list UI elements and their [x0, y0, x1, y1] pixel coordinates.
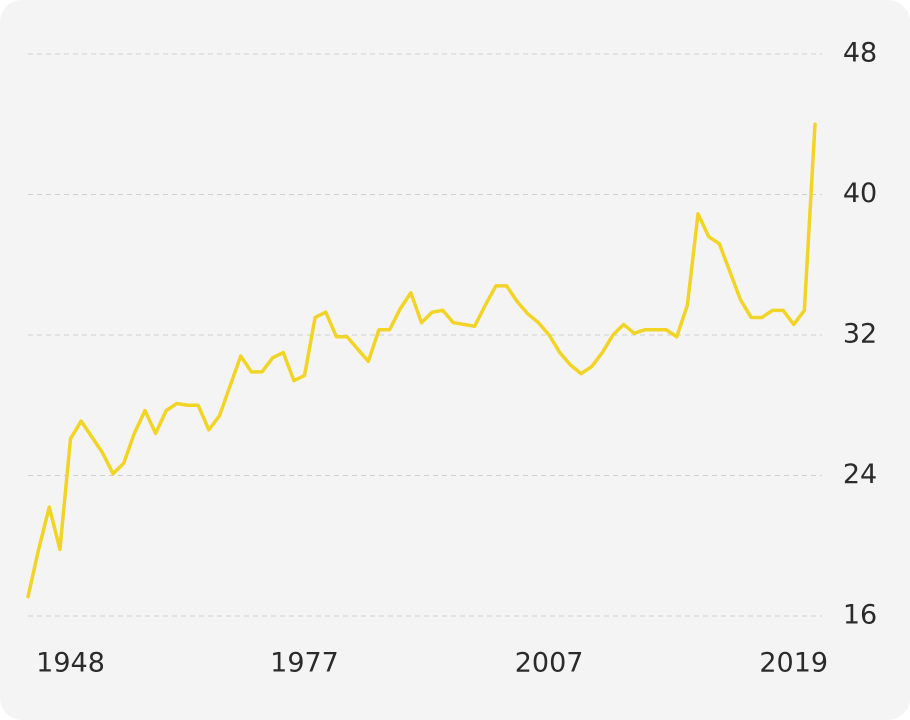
- y-tick-label: 32: [843, 319, 877, 350]
- data-line: [26, 122, 817, 599]
- x-tick-label: 1977: [270, 648, 339, 679]
- x-tick-label: 2007: [515, 648, 584, 679]
- y-tick-label: 40: [843, 178, 877, 209]
- y-tick-label: 24: [843, 459, 877, 490]
- y-tick-label: 16: [843, 600, 877, 631]
- y-tick-label: 48: [843, 38, 877, 69]
- x-tick-label: 1948: [36, 648, 105, 679]
- x-tick-label: 2019: [759, 648, 828, 679]
